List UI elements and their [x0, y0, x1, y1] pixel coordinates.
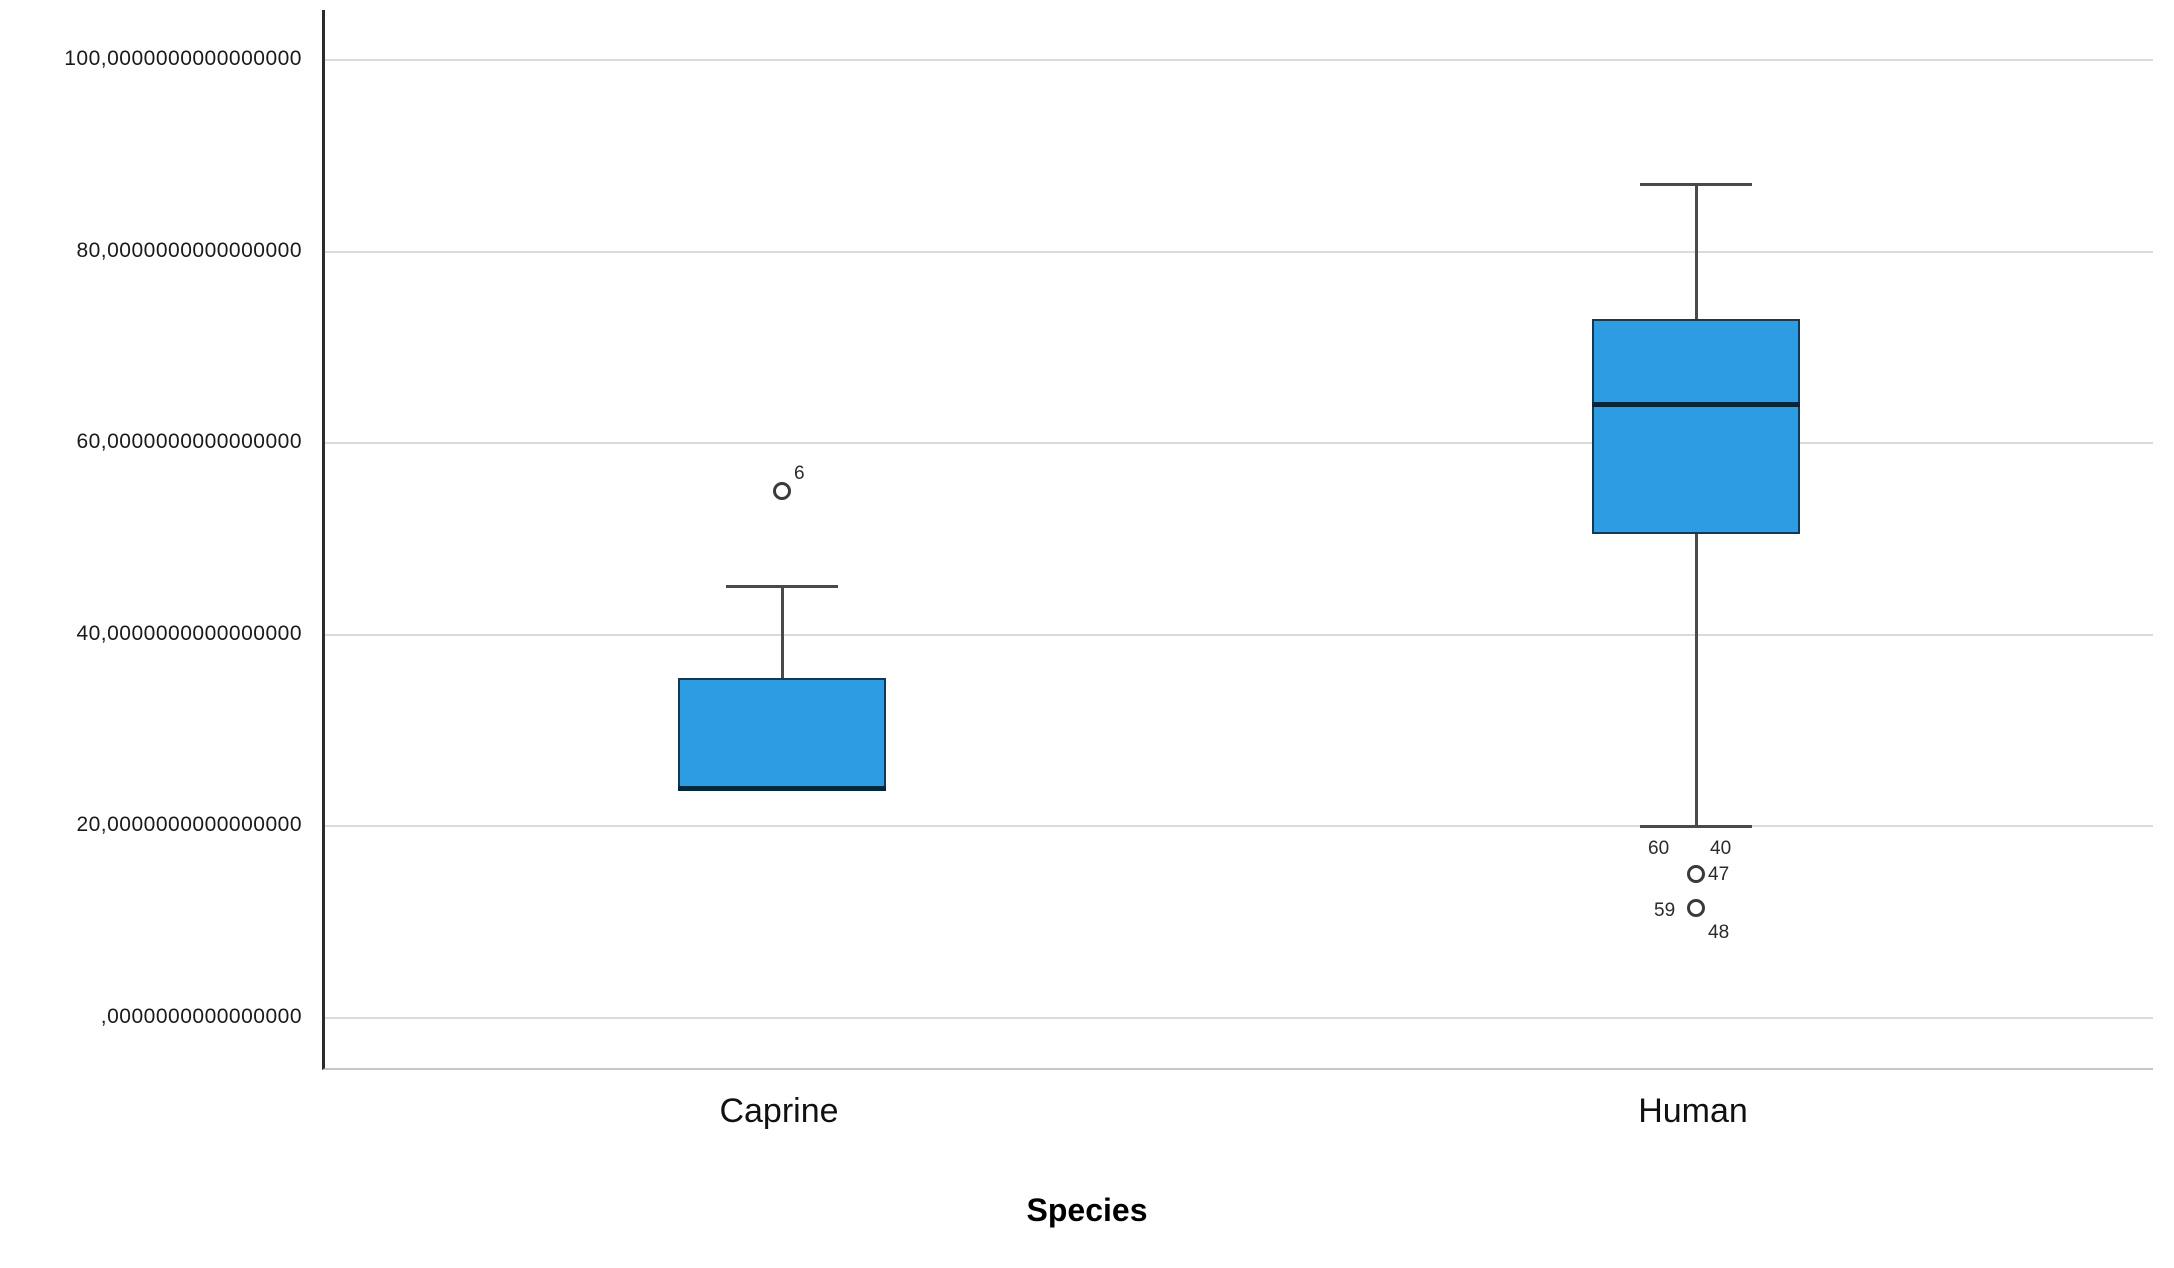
gridline-40 — [325, 633, 2153, 636]
box-Human — [1592, 318, 1800, 535]
lower-whisker-Human — [1694, 534, 1698, 827]
outlier-point-Human-11.5 — [1687, 898, 1705, 917]
outlier-label-47: 47 — [1708, 864, 1730, 886]
upper-whisker-Caprine — [780, 586, 784, 678]
x-axis-category-labels: Caprine Human — [322, 1092, 2150, 1131]
outlier-point-Caprine-55 — [773, 482, 791, 501]
upper-whisker-cap-Caprine — [726, 585, 838, 589]
gridline-80 — [325, 250, 2153, 253]
upper-whisker-cap-Human — [1640, 183, 1752, 187]
y-tick-label-20: 20,0000000000000000 — [76, 813, 302, 837]
y-tick-label-40: 40,0000000000000000 — [76, 621, 302, 645]
gridline-60 — [325, 442, 2153, 445]
outlier-label-48: 48 — [1708, 921, 1730, 943]
median-Caprine — [678, 785, 886, 791]
gridline-100 — [325, 59, 2153, 61]
outlier-label-59: 59 — [1654, 899, 1676, 921]
y-tick-label-80: 80,0000000000000000 — [76, 238, 302, 262]
y-tick-label-100: 100,0000000000000000 — [64, 47, 302, 70]
category-label-human: Human — [1638, 1092, 1748, 1130]
plot-area: 6 60 40 47 59 48 — [322, 10, 2153, 1070]
box-Caprine — [678, 677, 886, 789]
median-Human — [1592, 402, 1800, 408]
upper-whisker-Human — [1694, 184, 1698, 319]
category-label-caprine: Caprine — [719, 1092, 839, 1130]
gridline-20 — [325, 825, 2153, 828]
outlier-label-60: 60 — [1648, 838, 1670, 860]
lower-whisker-cap-Human — [1640, 824, 1752, 828]
outlier-label-40: 40 — [1710, 838, 1732, 860]
outlier-label-6: 6 — [794, 463, 805, 485]
y-tick-label-0: ,0000000000000000 — [100, 1005, 302, 1028]
x-axis-title: Species — [1026, 1192, 1148, 1228]
gridline-0 — [325, 1017, 2153, 1019]
outlier-point-Human-15 — [1687, 865, 1705, 884]
y-tick-label-60: 60,0000000000000000 — [76, 430, 302, 454]
